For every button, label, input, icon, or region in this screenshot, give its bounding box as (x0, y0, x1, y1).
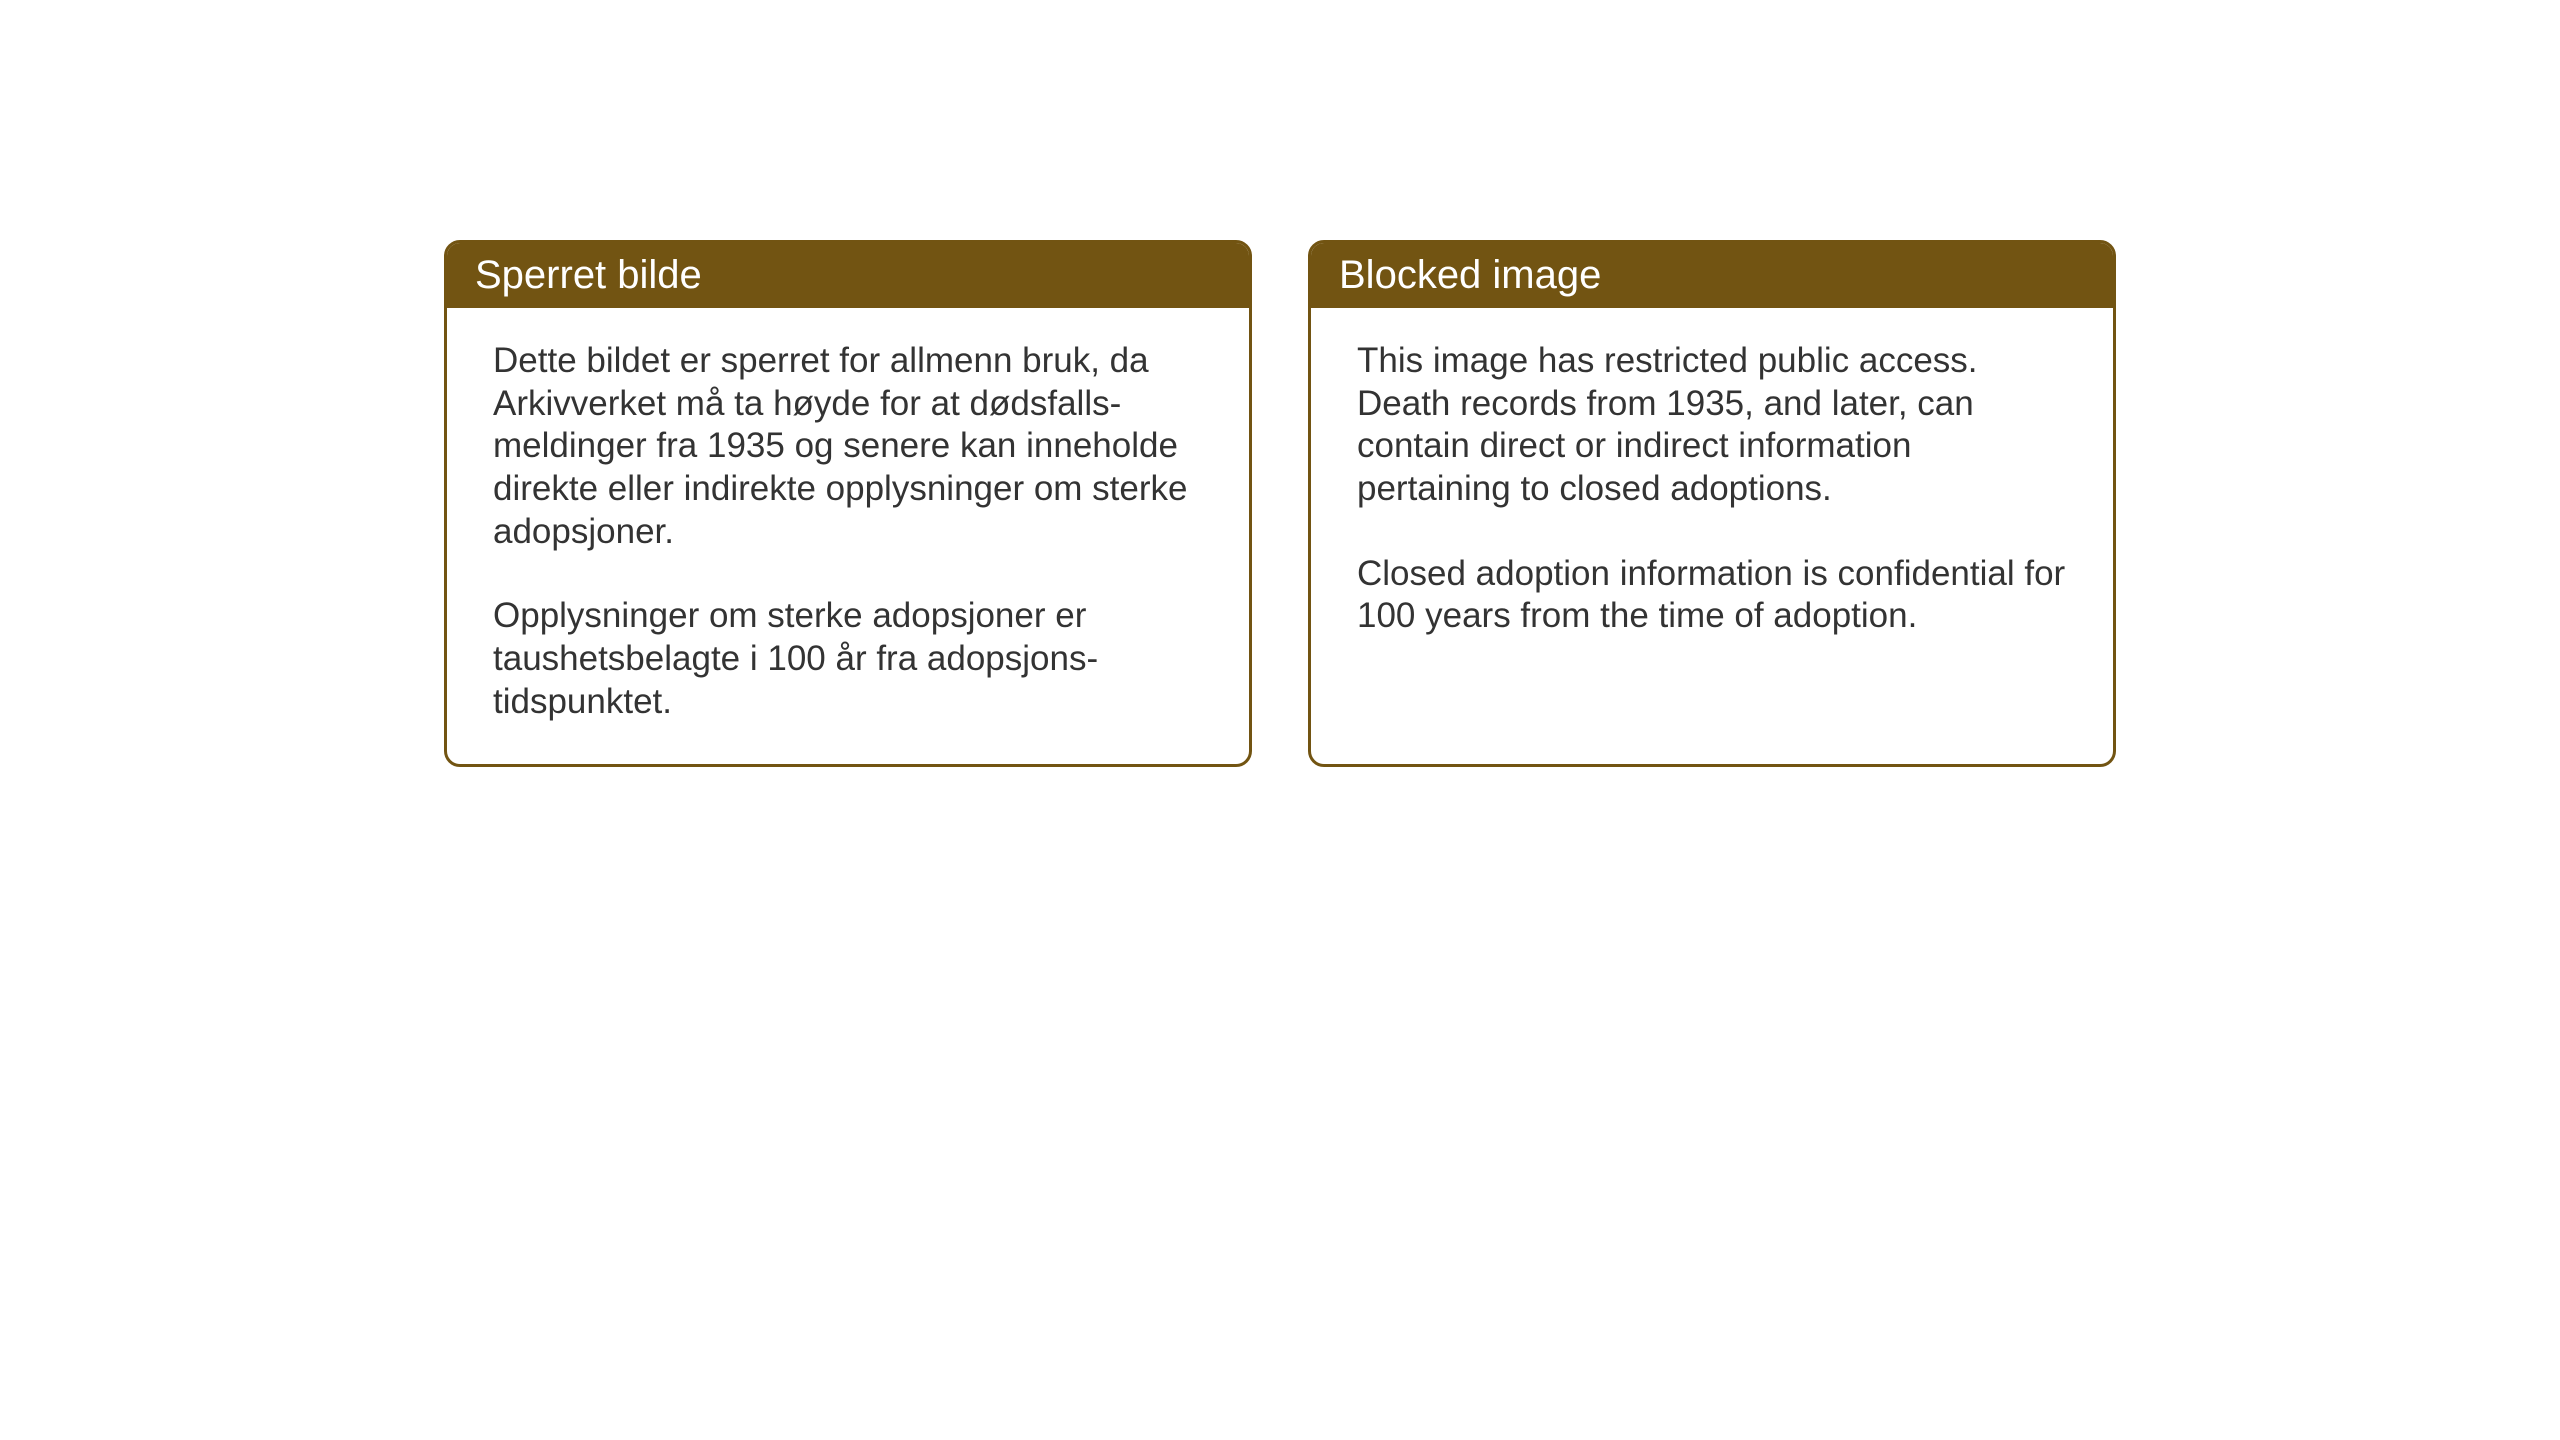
notice-card-english: Blocked image This image has restricted … (1308, 240, 2116, 767)
notice-header-english: Blocked image (1311, 243, 2113, 308)
notice-title-norwegian: Sperret bilde (475, 253, 702, 297)
notice-body-english: This image has restricted public access.… (1311, 308, 2113, 748)
notice-paragraph-1-english: This image has restricted public access.… (1357, 340, 2067, 511)
notice-body-norwegian: Dette bildet er sperret for allmenn bruk… (447, 308, 1249, 764)
notice-header-norwegian: Sperret bilde (447, 243, 1249, 308)
notice-paragraph-1-norwegian: Dette bildet er sperret for allmenn bruk… (493, 340, 1203, 553)
notice-card-norwegian: Sperret bilde Dette bildet er sperret fo… (444, 240, 1252, 767)
notice-paragraph-2-norwegian: Opplysninger om sterke adopsjoner er tau… (493, 595, 1203, 723)
notice-container: Sperret bilde Dette bildet er sperret fo… (444, 240, 2116, 767)
notice-paragraph-2-english: Closed adoption information is confident… (1357, 553, 2067, 638)
notice-title-english: Blocked image (1339, 253, 1601, 297)
